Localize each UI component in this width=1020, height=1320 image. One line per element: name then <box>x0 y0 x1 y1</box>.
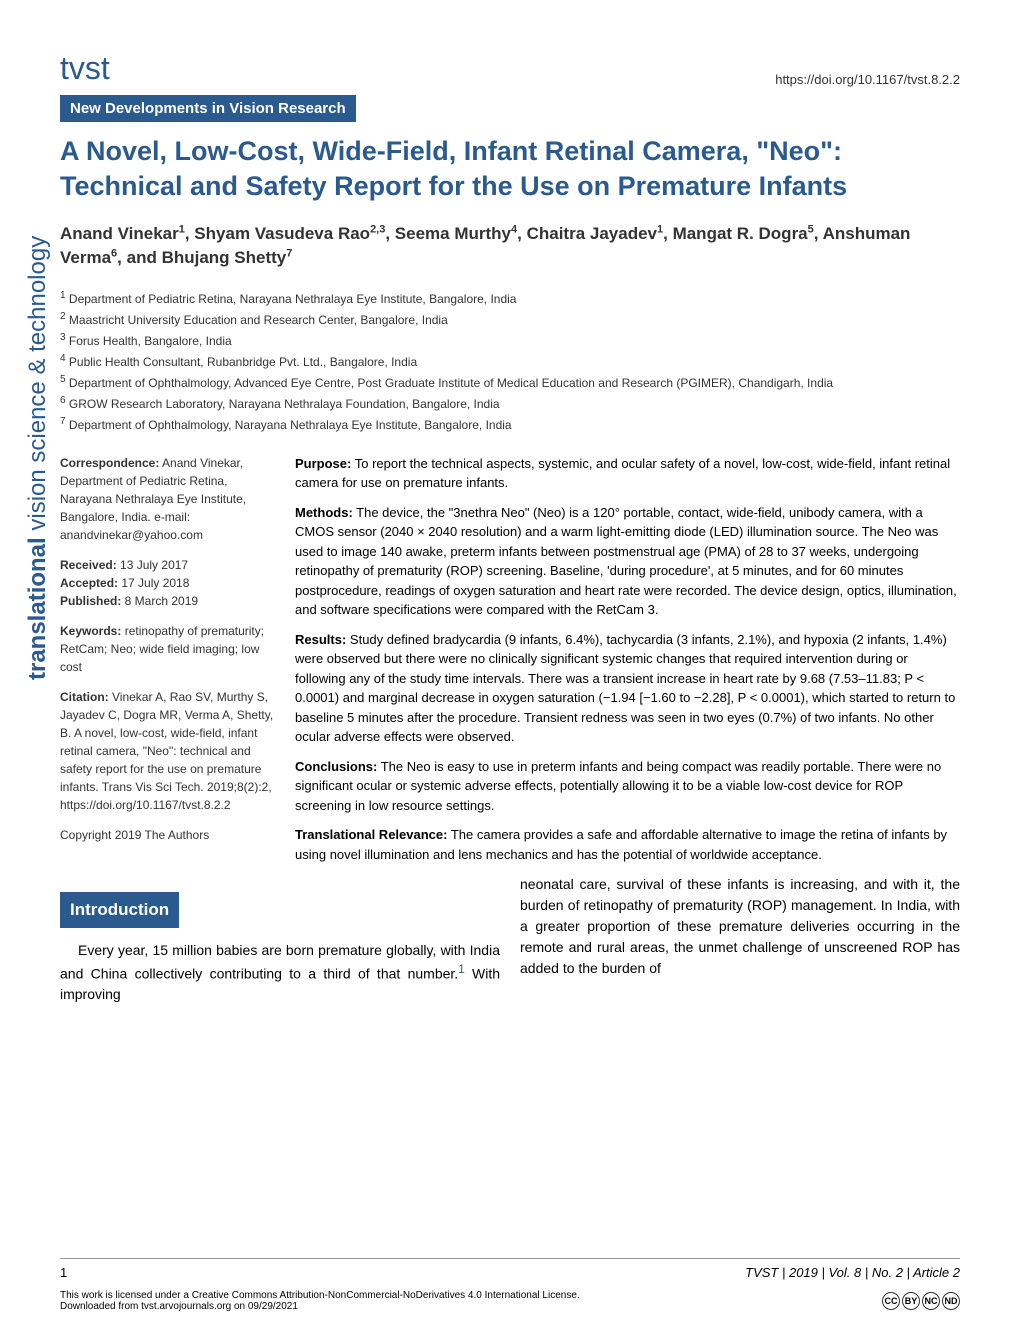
vertical-journal-title: translational vision science & technolog… <box>24 236 52 680</box>
article-title: A Novel, Low-Cost, Wide-Field, Infant Re… <box>60 134 960 204</box>
footer-citation: TVST | 2019 | Vol. 8 | No. 2 | Article 2 <box>745 1265 960 1280</box>
conclusions-text: The Neo is easy to use in preterm infant… <box>295 759 941 813</box>
affiliations: 1 Department of Pediatric Retina, Naraya… <box>60 288 960 434</box>
accepted-date: 17 July 2018 <box>118 576 189 590</box>
intro-col2: neonatal care, survival of these infants… <box>520 874 960 979</box>
results-label: Results: <box>295 632 346 647</box>
body-text: Introduction Every year, 15 million babi… <box>60 874 960 1005</box>
relevance-label: Translational Relevance: <box>295 827 447 842</box>
license-row: This work is licensed under a Creative C… <box>60 1290 960 1312</box>
intro-col1: Every year, 15 million babies are born p… <box>60 942 500 982</box>
published-label: Published: <box>60 594 121 608</box>
purpose-text: To report the technical aspects, systemi… <box>295 456 950 491</box>
copyright-text: Copyright 2019 The Authors <box>60 826 275 844</box>
keywords-label: Keywords: <box>60 624 121 638</box>
accepted-label: Accepted: <box>60 576 118 590</box>
header: tvst https://doi.org/10.1167/tvst.8.2.2 <box>60 50 960 87</box>
journal-name: tvst <box>60 50 110 87</box>
received-label: Received: <box>60 558 117 572</box>
footer: 1 TVST | 2019 | Vol. 8 | No. 2 | Article… <box>60 1258 960 1280</box>
conclusions-label: Conclusions: <box>295 759 377 774</box>
intro-heading: Introduction <box>60 892 179 928</box>
purpose-label: Purpose: <box>295 456 351 471</box>
doi-link[interactable]: https://doi.org/10.1167/tvst.8.2.2 <box>775 72 960 87</box>
methods-label: Methods: <box>295 505 353 520</box>
authors: Anand Vinekar1, Shyam Vasudeva Rao2,3, S… <box>60 222 960 270</box>
abstract: Purpose: To report the technical aspects… <box>295 454 960 875</box>
published-date: 8 March 2019 <box>121 594 198 608</box>
methods-text: The device, the "3nethra Neo" (Neo) is a… <box>295 505 957 618</box>
license-text: This work is licensed under a Creative C… <box>60 1290 580 1301</box>
correspondence-label: Correspondence: <box>60 456 159 470</box>
received-date: 13 July 2017 <box>117 558 188 572</box>
section-tag: New Developments in Vision Research <box>60 95 356 122</box>
results-text: Study defined bradycardia (9 infants, 6.… <box>295 632 955 745</box>
page-number: 1 <box>60 1265 67 1280</box>
citation-text: Vinekar A, Rao SV, Murthy S, Jayadev C, … <box>60 690 273 812</box>
sidebar-meta: Correspondence: Anand Vinekar, Departmen… <box>60 454 275 875</box>
citation-label: Citation: <box>60 690 109 704</box>
download-text: Downloaded from tvst.arvojournals.org on… <box>60 1301 580 1312</box>
cc-badge-icon: CCBYNCND <box>882 1292 960 1310</box>
